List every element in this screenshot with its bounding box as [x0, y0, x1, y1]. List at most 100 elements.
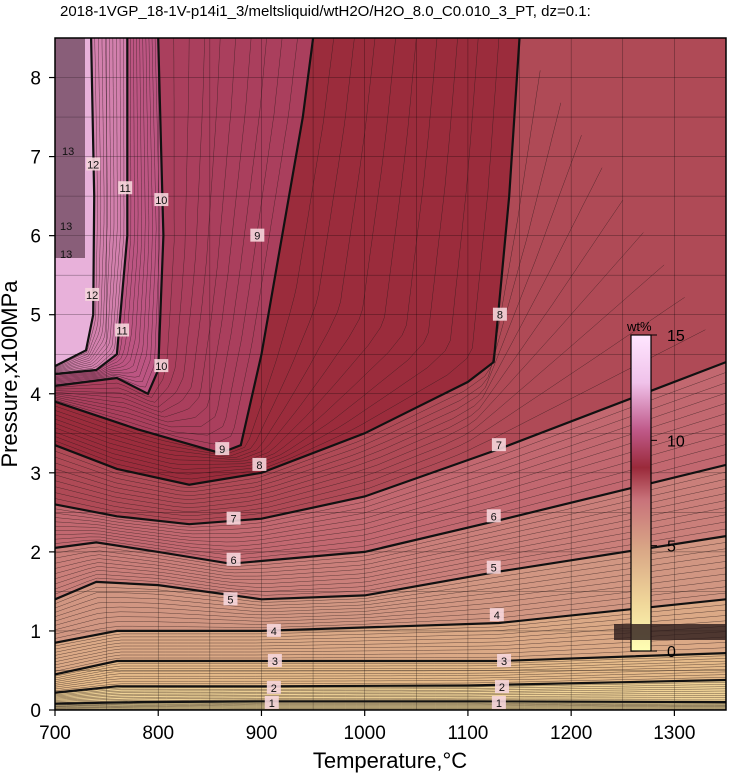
minor-contour — [55, 264, 665, 512]
contour-label-12: 12 — [86, 290, 98, 302]
minor-contour — [55, 135, 582, 496]
minor-contour — [55, 297, 685, 516]
minor-contour — [55, 705, 726, 708]
minor-contour — [55, 655, 726, 677]
x-tick-label: 1300 — [653, 723, 695, 744]
x-tick-label: 1100 — [447, 723, 488, 744]
minor-contour — [55, 38, 479, 475]
minor-contour — [55, 573, 726, 626]
x-tick-label: 1200 — [550, 723, 592, 744]
minor-contour — [55, 561, 726, 617]
contour-label-bg — [497, 653, 512, 667]
minor-contour — [55, 38, 146, 381]
contour-label-8: 8 — [497, 310, 503, 322]
contour-label-bg — [267, 653, 282, 667]
contour-label-7: 7 — [496, 440, 502, 452]
minor-contour — [55, 695, 726, 701]
minor-contours — [55, 38, 726, 710]
y-tick-label: 4 — [30, 385, 41, 406]
minor-contour — [55, 647, 726, 672]
minor-contour — [55, 38, 135, 377]
y-tick-label: 0 — [30, 701, 41, 722]
minor-contour — [55, 38, 438, 465]
x-tick-label: 900 — [246, 723, 278, 744]
contour-label-10: 10 — [155, 195, 167, 207]
minor-contour — [55, 433, 726, 551]
minor-contour — [55, 636, 726, 666]
minor-contour — [55, 707, 726, 709]
y-tick-label: 7 — [30, 148, 41, 169]
minor-contour — [55, 686, 726, 697]
contour-label-bg — [85, 287, 100, 301]
minor-contour — [55, 329, 706, 520]
color-bands — [55, 38, 726, 710]
minor-contour — [55, 38, 252, 423]
minor-contour — [55, 232, 644, 508]
colorbar-fill — [630, 334, 652, 652]
minor-contour — [55, 478, 726, 570]
contour-label-6: 6 — [491, 511, 497, 523]
contour-label-1: 1 — [496, 698, 502, 710]
y-axis-title: Pressure,x100MPa — [0, 280, 22, 468]
minor-contour — [55, 677, 726, 692]
contour-label-bg — [492, 307, 507, 321]
minor-contour — [55, 38, 153, 383]
minor-contour — [55, 688, 726, 698]
contour-4 — [55, 598, 726, 644]
colorbar-tick-label: 0 — [667, 644, 676, 661]
contour-11 — [55, 38, 129, 376]
minor-contour — [55, 702, 726, 706]
contour-label-bg — [491, 438, 506, 452]
minor-contour — [55, 38, 105, 369]
minor-contour — [55, 690, 726, 699]
minor-contour — [55, 514, 726, 588]
grid — [55, 38, 726, 710]
minor-contour — [55, 671, 726, 688]
minor-contour — [55, 521, 726, 592]
contour-label-bg — [494, 680, 509, 694]
contour-label-5: 5 — [227, 594, 233, 606]
minor-contour — [55, 382, 726, 531]
minor-contour — [55, 660, 726, 681]
minor-contour — [55, 567, 726, 622]
minor-contour — [55, 604, 726, 647]
contour-label-8: 8 — [256, 460, 262, 472]
minor-contour — [55, 38, 157, 384]
minor-contour — [55, 486, 726, 574]
contour-label-11: 11 — [119, 183, 130, 195]
x-tick-label: 700 — [39, 723, 71, 744]
minor-contour — [55, 38, 161, 388]
minor-contour — [55, 592, 726, 639]
chart-title: 2018-1VGP_18-1V-p14i1_3/meltsliquid/wtH2… — [60, 3, 591, 20]
minor-contour — [55, 663, 726, 682]
minor-contour — [55, 413, 726, 543]
minor-contour — [55, 38, 139, 378]
minor-contour — [55, 38, 267, 428]
minor-contour — [55, 423, 726, 547]
contour-label-bg — [115, 323, 130, 337]
contour-label-bg — [252, 457, 267, 471]
contour-label-7: 7 — [231, 514, 237, 526]
minor-contour — [55, 692, 726, 700]
minor-contour — [55, 38, 298, 445]
minor-contour — [55, 70, 541, 488]
minor-contour — [55, 658, 726, 679]
y-axis: 0 1 2 3 4 5 6 7 8 — [30, 69, 55, 722]
y-tick-label: 6 — [30, 227, 41, 248]
colorbar-tick-label: 10 — [667, 433, 685, 450]
contour-label-11: 11 — [116, 326, 127, 338]
minor-contour — [55, 684, 726, 696]
minor-contour — [55, 38, 121, 373]
contour-label-3: 3 — [501, 656, 507, 668]
minor-contour — [55, 454, 726, 560]
minor-contour — [55, 681, 726, 694]
plot-frame — [54, 37, 727, 711]
minor-contour — [55, 706, 726, 708]
contour-label-13b: 13 — [60, 221, 72, 233]
minor-contour — [55, 38, 102, 368]
minor-contour — [55, 38, 221, 413]
contour-label-bg — [486, 509, 501, 523]
